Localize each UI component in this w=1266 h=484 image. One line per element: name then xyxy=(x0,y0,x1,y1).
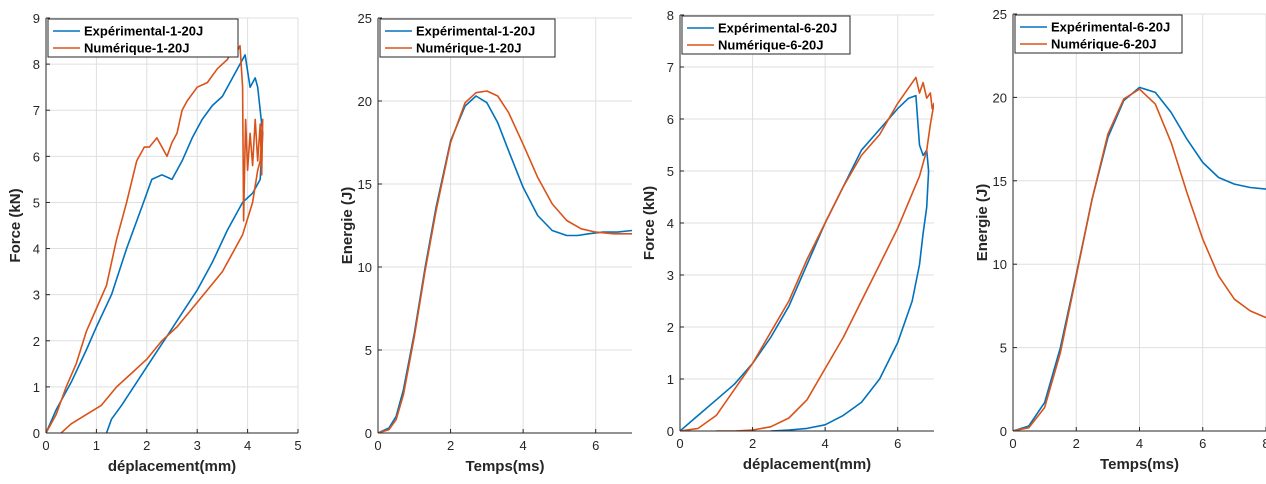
y-tick-label: 20 xyxy=(993,90,1007,105)
chart-3: 0 2 4 6 0 1 2 3 4 5 6 7 8 déplacement(mm) Force (kN) Ex… xyxy=(641,8,934,473)
x-axis-label: Temps(ms) xyxy=(466,458,545,475)
x-tick-label: 8 xyxy=(1262,436,1266,451)
y-tick-label: 20 xyxy=(358,94,372,109)
legend-box xyxy=(47,18,239,58)
series-line-2 xyxy=(1013,88,1266,431)
y-tick-label: 3 xyxy=(33,288,40,303)
legend-box xyxy=(1014,14,1183,54)
x-tick-label: 2 xyxy=(1073,436,1080,451)
y-tick-label: 6 xyxy=(667,112,674,127)
legend-entry: Expérimental-6-20J xyxy=(1051,20,1170,35)
y-tick-label: 2 xyxy=(667,320,674,335)
x-tick-label: 0 xyxy=(42,438,49,453)
series-line-1 xyxy=(1013,86,1266,431)
x-tick-label: 5 xyxy=(294,438,301,453)
legend-entry: Numérique-1-20J xyxy=(416,41,521,56)
x-axis-label: Temps(ms) xyxy=(1100,456,1179,473)
y-tick-label: 15 xyxy=(358,177,372,192)
y-tick-label: 25 xyxy=(358,11,372,26)
legend-entry: Numérique-6-20J xyxy=(1051,37,1156,52)
y-tick-label: 6 xyxy=(33,149,40,164)
series-line-1 xyxy=(680,94,930,431)
y-tick-label: 2 xyxy=(33,334,40,349)
series-line-2 xyxy=(680,76,934,431)
legend: Expérimental-1-20J Numérique-1-20J xyxy=(379,18,556,58)
y-tick-label: 9 xyxy=(33,11,40,26)
x-tick-label: 4 xyxy=(1136,436,1143,451)
y-tick-label: 0 xyxy=(33,426,40,441)
x-axis-label: déplacement(mm) xyxy=(743,456,871,473)
x-tick-label: 4 xyxy=(822,436,829,451)
legend: Expérimental-6-20J Numérique-6-20J xyxy=(681,15,851,55)
legend-box xyxy=(379,18,556,58)
plot-area xyxy=(46,18,298,433)
x-axis-label: déplacement(mm) xyxy=(108,458,236,475)
series-line-2 xyxy=(46,44,264,433)
x-tick-label: 1 xyxy=(93,438,100,453)
y-tick-label: 5 xyxy=(1000,341,1007,356)
x-tick-label: 0 xyxy=(374,438,381,453)
y-tick-label: 5 xyxy=(33,195,40,210)
legend: Expérimental-6-20J Numérique-6-20J xyxy=(1014,14,1183,54)
legend-entry: Numérique-6-20J xyxy=(718,38,823,53)
x-tick-label: 2 xyxy=(749,436,756,451)
y-tick-label: 5 xyxy=(667,164,674,179)
y-tick-label: 10 xyxy=(358,260,372,275)
chart-1: 0 1 2 3 4 5 0 1 2 3 4 5 6 7 8 9 déplacement(mm) Force (kN… xyxy=(7,11,302,475)
y-tick-label: 25 xyxy=(993,7,1007,22)
x-tick-label: 0 xyxy=(676,436,683,451)
legend: Expérimental-1-20J Numérique-1-20J xyxy=(47,18,239,58)
y-axis-label: Force (kN) xyxy=(641,186,658,260)
y-tick-label: 0 xyxy=(365,426,372,441)
x-tick-label: 6 xyxy=(592,438,599,453)
y-tick-label: 0 xyxy=(667,424,674,439)
y-axis-label: Force (kN) xyxy=(7,188,24,262)
x-tick-label: 6 xyxy=(1199,436,1206,451)
y-axis-label: Energie (J) xyxy=(974,184,991,262)
legend-box xyxy=(681,15,851,55)
legend-entry: Expérimental-1-20J xyxy=(416,24,535,39)
y-axis-label: Energie (J) xyxy=(339,187,356,265)
y-tick-label: 15 xyxy=(993,174,1007,189)
legend-entry: Numérique-1-20J xyxy=(84,41,189,56)
y-tick-label: 5 xyxy=(365,343,372,358)
y-tick-label: 7 xyxy=(667,60,674,75)
y-tick-label: 4 xyxy=(667,216,674,231)
y-tick-label: 10 xyxy=(993,257,1007,272)
chart-2: 0 2 4 6 0 5 10 15 20 25 Temps(ms) Energie (J) Expéri… xyxy=(339,11,632,475)
y-tick-label: 3 xyxy=(667,268,674,283)
legend-entry: Expérimental-1-20J xyxy=(84,24,203,39)
x-tick-label: 6 xyxy=(894,436,901,451)
y-tick-label: 0 xyxy=(1000,424,1007,439)
plot-area xyxy=(378,18,632,433)
y-tick-label: 8 xyxy=(667,8,674,23)
legend-entry: Expérimental-6-20J xyxy=(718,21,837,36)
y-tick-label: 7 xyxy=(33,103,40,118)
y-tick-label: 8 xyxy=(33,57,40,72)
x-tick-label: 4 xyxy=(520,438,527,453)
x-tick-label: 4 xyxy=(244,438,251,453)
chart-4: 0 2 4 6 8 0 5 10 15 20 25 Temps(ms) Energie (J) Expér… xyxy=(974,7,1266,473)
y-tick-label: 4 xyxy=(33,242,40,257)
y-tick-label: 1 xyxy=(33,380,40,395)
x-tick-label: 2 xyxy=(447,438,454,453)
series-line-2 xyxy=(378,90,632,433)
series-line-1 xyxy=(46,54,264,433)
x-tick-label: 2 xyxy=(143,438,150,453)
x-tick-label: 3 xyxy=(194,438,201,453)
y-tick-label: 1 xyxy=(667,372,674,387)
x-tick-label: 0 xyxy=(1009,436,1016,451)
